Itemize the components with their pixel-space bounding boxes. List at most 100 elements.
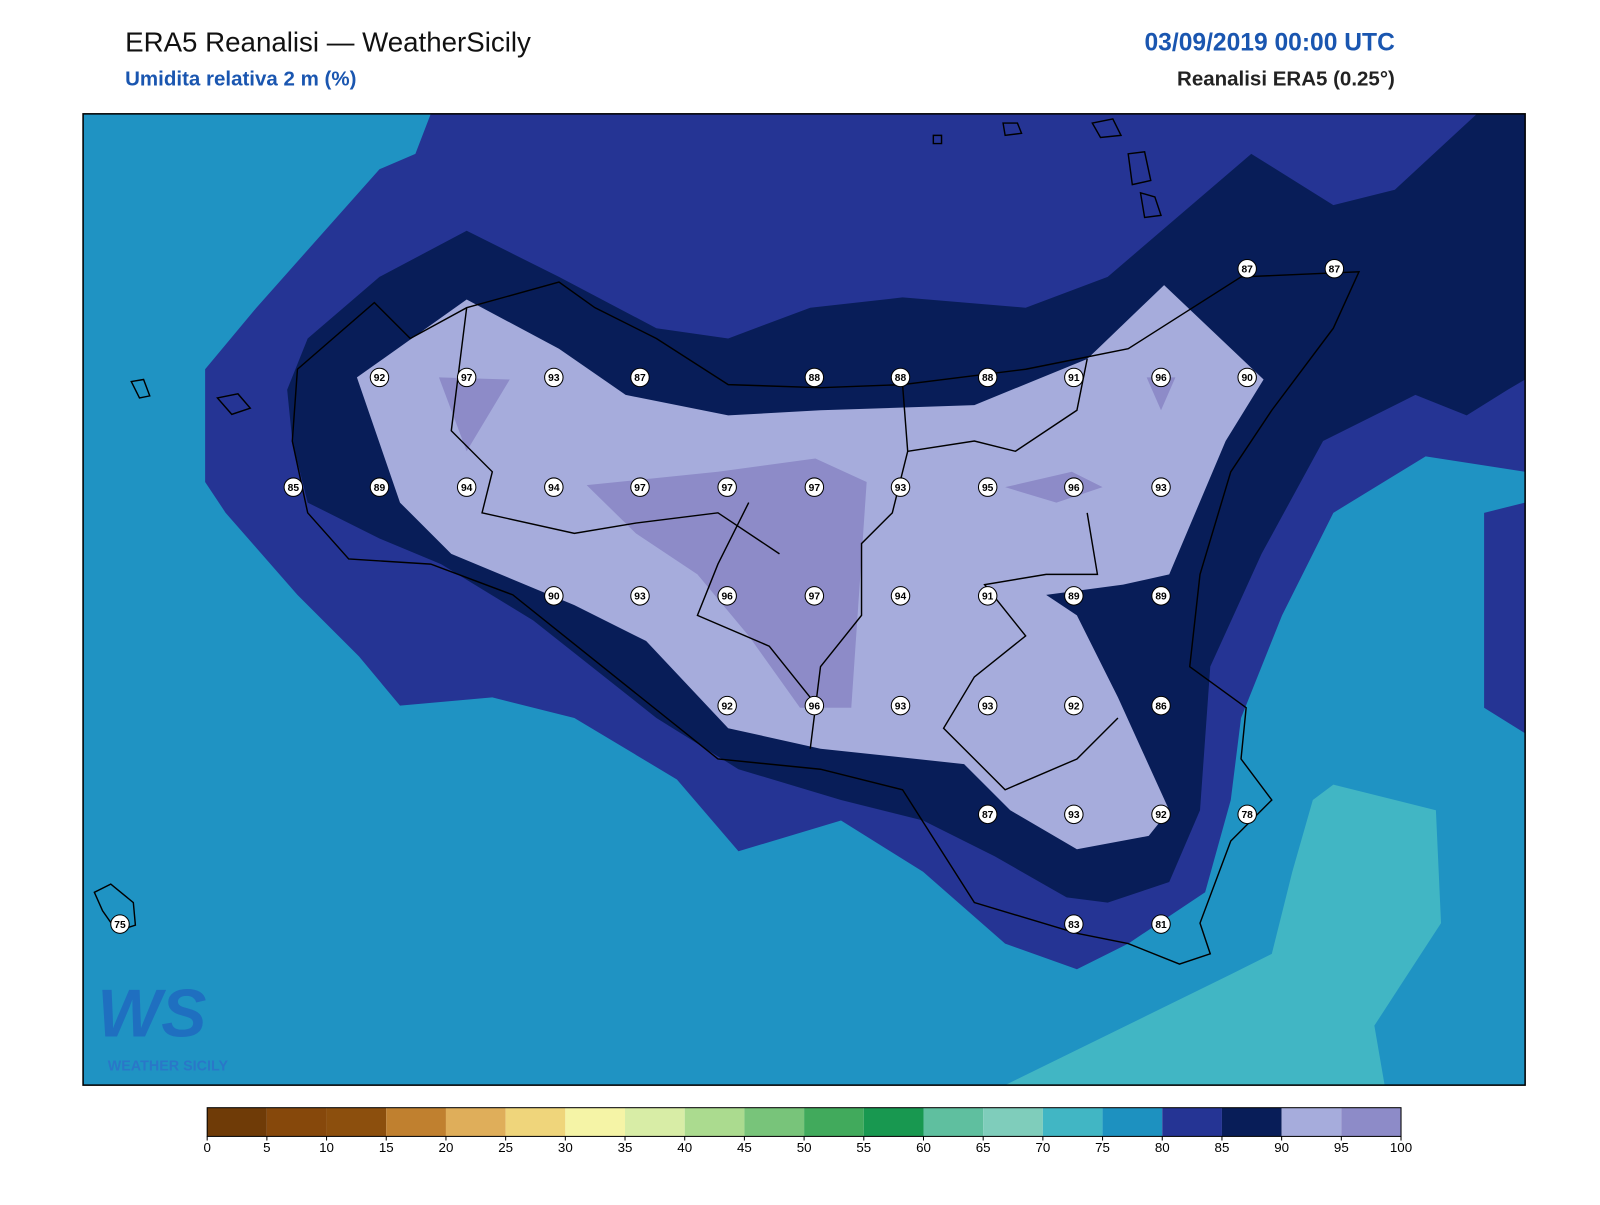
- station-value: 87: [982, 810, 994, 821]
- colorbar-segment: [744, 1107, 805, 1137]
- station-value: 92: [721, 701, 733, 712]
- colorbar-segment: [923, 1107, 984, 1137]
- station-marker: [1151, 586, 1171, 606]
- station-value: 87: [1329, 264, 1341, 275]
- station-value: 92: [1068, 701, 1080, 712]
- station-value: 96: [721, 592, 733, 603]
- colorbar-tick-label: 0: [203, 1140, 210, 1155]
- province-border: [696, 502, 811, 698]
- station-value: 91: [1068, 373, 1080, 384]
- station-value: 94: [548, 483, 560, 494]
- field-80-85: [1484, 502, 1526, 734]
- logo-mark: WS: [97, 976, 206, 1051]
- colorbar-segment: [445, 1107, 506, 1137]
- source: Reanalisi ERA5 (0.25°): [1177, 67, 1395, 90]
- station-marker: [977, 367, 998, 388]
- colorbar-tick-label: 10: [319, 1140, 334, 1155]
- colorbar-tick-label: 90: [1274, 1140, 1289, 1155]
- station-marker: [1324, 258, 1345, 279]
- station-marker: [804, 477, 825, 497]
- station-value: 78: [1241, 810, 1253, 821]
- station-marker: [804, 586, 825, 606]
- field-70-75: [1005, 784, 1442, 1086]
- station-marker: [804, 695, 825, 716]
- station-value: 88: [809, 373, 821, 384]
- station-marker: [890, 586, 911, 606]
- station-marker: [630, 586, 650, 606]
- station-marker: [544, 367, 564, 388]
- station-value: 88: [895, 373, 907, 384]
- map-frame: [82, 113, 1526, 1086]
- station-marker: [977, 695, 998, 716]
- field-95-100: [438, 377, 510, 452]
- station-value: 91: [982, 592, 994, 603]
- title: ERA5 Reanalisi — WeatherSicily: [125, 26, 531, 57]
- station-value: 89: [374, 483, 386, 494]
- colorbar-tick-label: 45: [737, 1140, 752, 1155]
- colorbar-tick-label: 85: [1215, 1140, 1230, 1155]
- station-marker: [1237, 258, 1257, 279]
- station-marker: [717, 695, 737, 716]
- station-marker: [456, 477, 477, 497]
- colorbar-tick-label: 55: [856, 1140, 871, 1155]
- field-95-100: [1146, 377, 1176, 411]
- subtitle: Umidita relativa 2 m (%): [125, 67, 356, 90]
- station-marker: [890, 367, 911, 388]
- station-marker: [630, 477, 650, 497]
- colorbar-segment: [326, 1107, 387, 1137]
- coastline: [291, 271, 1361, 965]
- station-marker: [369, 477, 390, 497]
- island: [93, 118, 1162, 933]
- station-marker: [283, 477, 304, 497]
- station-marker: [1151, 477, 1171, 497]
- station-value: 93: [895, 483, 907, 494]
- station-value: 75: [114, 920, 126, 931]
- station-value: 95: [982, 483, 994, 494]
- station-marker: [717, 586, 737, 606]
- colorbar-segment: [983, 1107, 1043, 1137]
- station-marker: [977, 586, 998, 606]
- station-marker: [1064, 586, 1084, 606]
- colorbar-segment: [804, 1107, 864, 1137]
- map: [83, 113, 1526, 1086]
- station-value: 93: [895, 701, 907, 712]
- station-marker: [1237, 367, 1257, 388]
- province-border: [450, 307, 780, 555]
- colorbar-segment: [1281, 1107, 1342, 1137]
- station-value: 97: [809, 483, 821, 494]
- station-marker: [1064, 914, 1084, 934]
- colorbar-segment: [863, 1107, 924, 1137]
- station-marker: [1064, 695, 1084, 716]
- colorbar-segment: [1162, 1107, 1222, 1137]
- colorbar-tick-label: 75: [1095, 1140, 1110, 1155]
- station-value: 88: [982, 373, 994, 384]
- station-value: 87: [634, 373, 646, 384]
- colorbar-segment: [386, 1107, 446, 1137]
- colorbar-tick-label: 60: [916, 1140, 931, 1155]
- station-marker: [369, 367, 390, 388]
- station-value: 90: [1241, 373, 1253, 384]
- colorbar-tick-label: 70: [1035, 1140, 1050, 1155]
- date: 03/09/2019 00:00 UTC: [1144, 30, 1395, 57]
- station-marker: [544, 586, 564, 606]
- station-marker: [456, 367, 477, 388]
- colorbar-segment: [1102, 1107, 1163, 1137]
- station-marker: [1064, 804, 1084, 825]
- station-marker: [110, 914, 130, 934]
- stations: 87 87 92 97 93 87 88 88 88 91 96 90 85 89 94 94 97 97 97 93…: [110, 258, 1345, 934]
- station-value: 96: [809, 701, 821, 712]
- colorbar-segment: [1221, 1107, 1282, 1137]
- station-marker: [1064, 367, 1084, 388]
- station-value: 93: [548, 373, 560, 384]
- station-value: 93: [634, 592, 646, 603]
- station-value: 89: [1068, 592, 1080, 603]
- station-marker: [717, 477, 737, 497]
- province-border: [809, 451, 909, 749]
- station-marker: [977, 804, 998, 825]
- station-value: 97: [721, 483, 733, 494]
- station-value: 97: [634, 483, 646, 494]
- station-value: 83: [1068, 920, 1080, 931]
- colorbar: 0 5 10 15 20 25 30 35 40 45 50 55 60 65 70 75 80 85 90 95 10…: [203, 1107, 1412, 1155]
- station-value: 90: [548, 592, 560, 603]
- colorbar-segment: [1341, 1107, 1402, 1137]
